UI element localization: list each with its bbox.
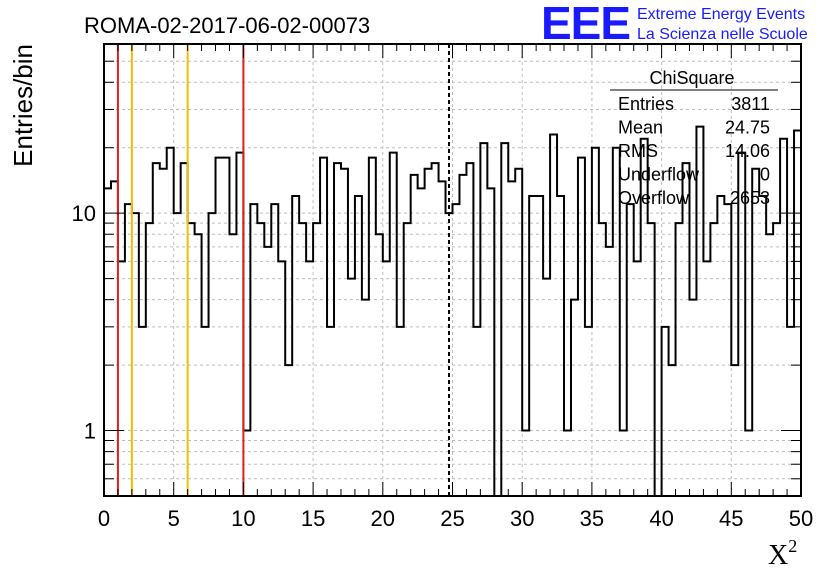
x-tick-label: 10 [231, 506, 255, 531]
stats-label: Overflow [618, 188, 690, 208]
x-tick-label: 35 [580, 506, 604, 531]
x-axis-label-superscript: 2 [788, 536, 797, 556]
y-tick-label: 1 [84, 419, 96, 444]
logo-line-1: Extreme Energy Events [637, 6, 805, 23]
logo-mark: EEE [541, 0, 630, 49]
stats-label: Underflow [618, 165, 700, 185]
eee-logo: EEE Extreme Energy Events La Scienza nel… [541, 0, 808, 49]
x-tick-label: 30 [510, 506, 534, 531]
reference-lines [116, 44, 451, 496]
x-tick-label: 15 [301, 506, 325, 531]
grid [104, 44, 801, 496]
axes: 0 5 10 15 20 25 30 35 40 45 50 1 10 [72, 44, 813, 531]
y-tick-label: 10 [72, 201, 96, 226]
stats-value: 3811 [731, 94, 770, 114]
stats-label: Entries [618, 94, 674, 114]
logo-line-2: La Scienza nelle Scuole [637, 26, 808, 43]
x-axis-label-base: X [768, 540, 788, 571]
stats-box: ChiSquare Entries 3811 Mean 24.75 RMS 14.06 Un… [610, 68, 778, 208]
histogram-outline [104, 125, 801, 496]
x-tick-label: 20 [371, 506, 395, 531]
x-tick-label: 5 [168, 506, 180, 531]
x-tick-label: 50 [789, 506, 813, 531]
stats-label: RMS [618, 141, 658, 161]
stats-value: 0 [760, 165, 770, 185]
histogram-series [104, 125, 801, 496]
x-tick-label: 0 [98, 506, 110, 531]
x-tick-label: 45 [719, 506, 743, 531]
stats-value: 2653 [730, 188, 770, 208]
y-axis-label: Entries/bin [8, 44, 38, 167]
stats-title: ChiSquare [649, 68, 734, 88]
x-tick-label: 40 [649, 506, 673, 531]
chart-title: ROMA-02-2017-06-02-00073 [84, 13, 370, 38]
x-axis-label: X2 [768, 536, 797, 571]
stats-value: 24.75 [725, 118, 770, 138]
x-tick-label: 25 [440, 506, 464, 531]
stats-value: 14.06 [725, 141, 770, 161]
stats-label: Mean [618, 118, 663, 138]
